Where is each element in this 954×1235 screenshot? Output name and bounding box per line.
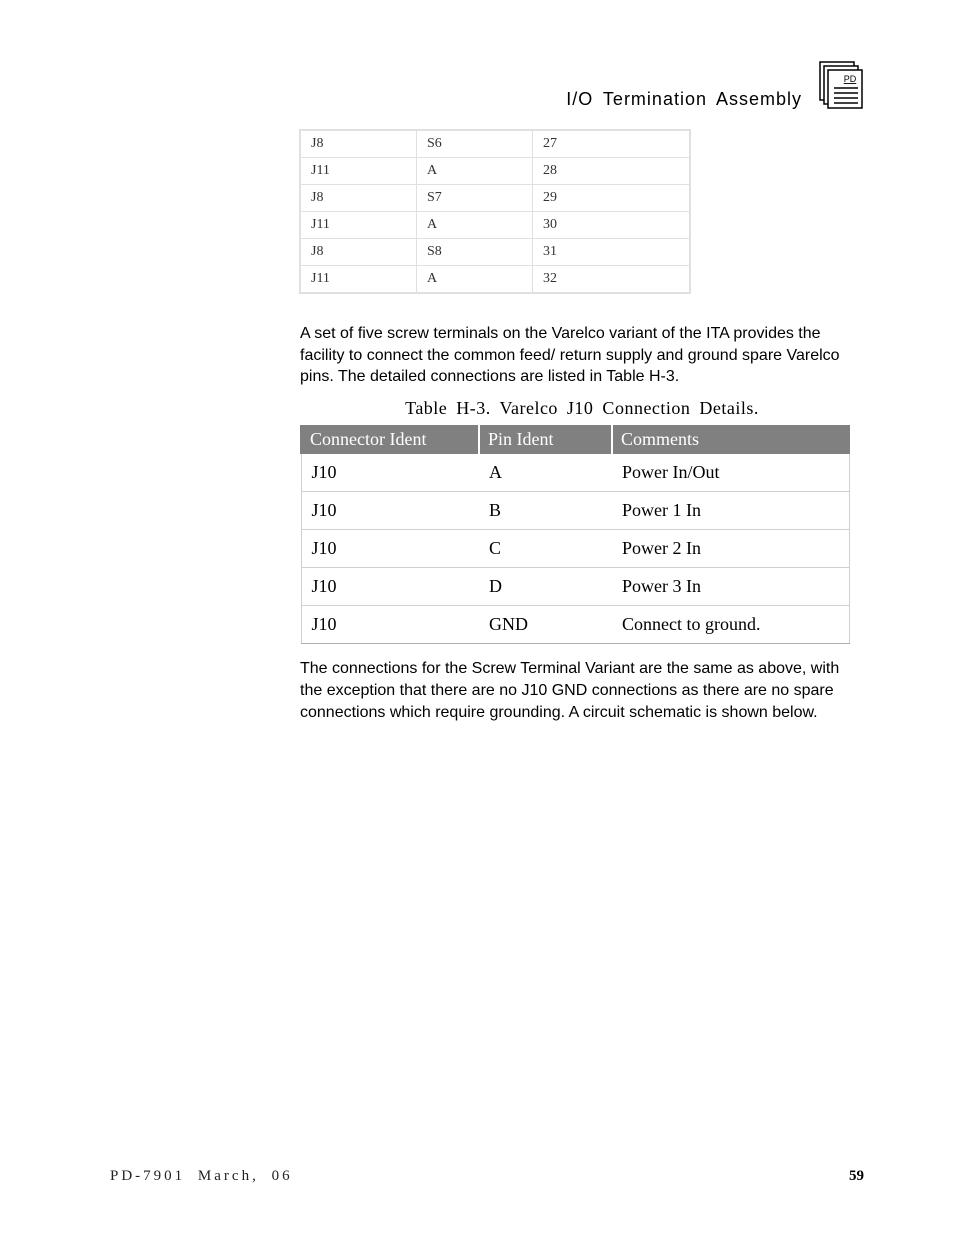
table-cell: C: [479, 530, 612, 568]
table-cell: 29: [533, 185, 690, 212]
column-header-connector: Connector Ident: [301, 425, 479, 455]
table-cell: Connect to ground.: [612, 606, 849, 644]
footer-page-number: 59: [849, 1168, 864, 1185]
table-cell: J11: [301, 158, 417, 185]
section-title: I/O Termination Assembly: [566, 89, 802, 110]
table-cell: A: [417, 158, 533, 185]
icon-label: PD: [844, 74, 857, 84]
table-row: J8S627: [301, 131, 690, 158]
table-row: J11A28: [301, 158, 690, 185]
page: I/O Termination Assembly PD J8S627J11A28…: [0, 0, 954, 1235]
table-cell: J11: [301, 212, 417, 239]
table-cell: 27: [533, 131, 690, 158]
table-row: J10DPower 3 In: [301, 568, 849, 606]
table-cell: S6: [417, 131, 533, 158]
table-cell: J10: [301, 454, 479, 492]
table-row: J10BPower 1 In: [301, 492, 849, 530]
table-body: J8S627J11A28J8S729J11A30J8S831J11A32: [301, 131, 690, 293]
table-cell: 32: [533, 266, 690, 293]
table-row: J8S831: [301, 239, 690, 266]
table-cell: GND: [479, 606, 612, 644]
table-cell: Power 3 In: [612, 568, 849, 606]
table-cell: Power In/Out: [612, 454, 849, 492]
table-h3: Connector Ident Pin Ident Comments J10AP…: [300, 425, 850, 645]
table-cell: Power 1 In: [612, 492, 849, 530]
table-cell: A: [417, 266, 533, 293]
table-cell: S7: [417, 185, 533, 212]
table-cell: S8: [417, 239, 533, 266]
table-cell: J8: [301, 185, 417, 212]
connector-table-partial: J8S627J11A28J8S729J11A30J8S831J11A32: [300, 130, 690, 293]
table-head: Connector Ident Pin Ident Comments: [301, 425, 849, 455]
table-cell: J10: [301, 530, 479, 568]
table-cell: J11: [301, 266, 417, 293]
table-h3-caption: Table H-3. Varelco J10 Connection Detail…: [300, 398, 864, 419]
table-cell: J10: [301, 606, 479, 644]
table-cell: A: [479, 454, 612, 492]
table-cell: 28: [533, 158, 690, 185]
table-cell: 31: [533, 239, 690, 266]
column-header-comments: Comments: [612, 425, 849, 455]
column-header-pin: Pin Ident: [479, 425, 612, 455]
table-row: J10GNDConnect to ground.: [301, 606, 849, 644]
table-cell: B: [479, 492, 612, 530]
table-cell: D: [479, 568, 612, 606]
paragraph-intro: A set of five screw terminals on the Var…: [300, 323, 864, 388]
table-cell: J10: [301, 568, 479, 606]
content-block: J8S627J11A28J8S729J11A30J8S831J11A32 A s…: [300, 130, 864, 723]
table-cell: J8: [301, 239, 417, 266]
table-cell: A: [417, 212, 533, 239]
table-cell: Power 2 In: [612, 530, 849, 568]
table-row: J10APower In/Out: [301, 454, 849, 492]
table-row: J10CPower 2 In: [301, 530, 849, 568]
table-cell: J8: [301, 131, 417, 158]
table-row: J11A32: [301, 266, 690, 293]
table-cell: J10: [301, 492, 479, 530]
pd-document-icon: PD: [814, 60, 864, 110]
table-row: J11A30: [301, 212, 690, 239]
table-body: J10APower In/OutJ10BPower 1 InJ10CPower …: [301, 454, 849, 644]
table-row: J8S729: [301, 185, 690, 212]
table-cell: 30: [533, 212, 690, 239]
footer-doc-id: PD-7901 March, 06: [110, 1168, 293, 1185]
page-header: I/O Termination Assembly PD: [110, 60, 864, 110]
paragraph-followup: The connections for the Screw Terminal V…: [300, 658, 864, 723]
page-footer: PD-7901 March, 06 59: [110, 1168, 864, 1185]
